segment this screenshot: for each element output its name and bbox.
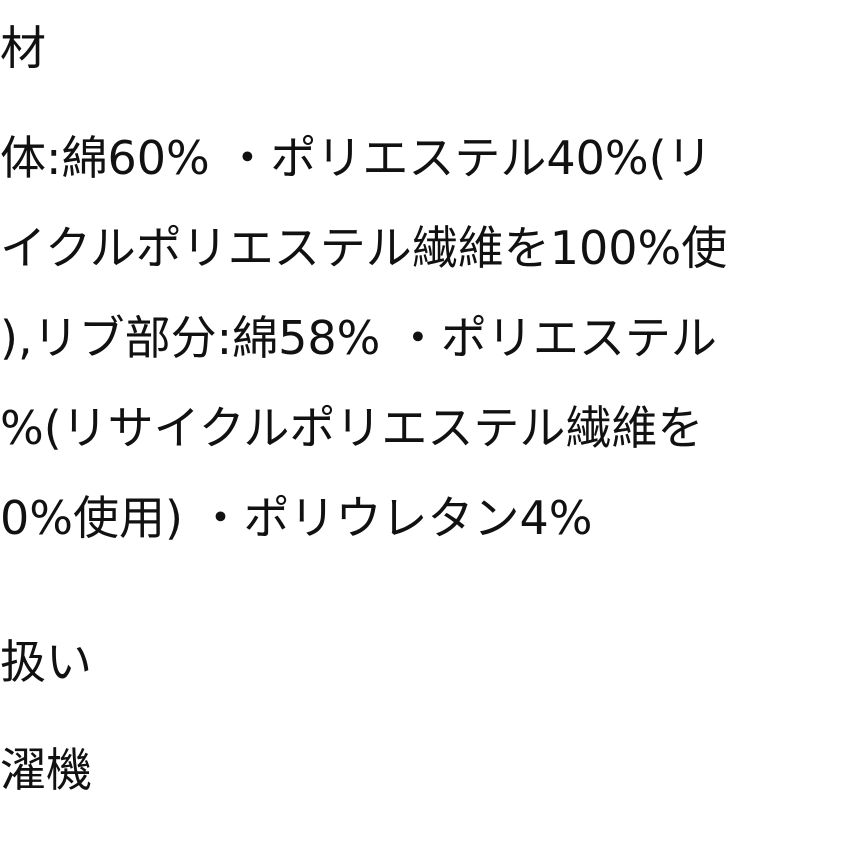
text-line: 0%使用) ・ポリウレタン4% bbox=[0, 491, 593, 545]
text-line: ),リブ部分:綿58% ・ポリエステル bbox=[0, 311, 717, 365]
text-line: 体:綿60% ・ポリエステル40%(リ bbox=[0, 131, 713, 185]
text-line: 材 bbox=[0, 21, 46, 75]
text-line: イクルポリエステル繊維を100%使 bbox=[0, 221, 728, 275]
text-line: %(リサイクルポリエステル繊維を bbox=[0, 401, 704, 455]
text-line: 濯機 bbox=[0, 743, 92, 797]
text-line: 扱い bbox=[0, 635, 92, 689]
